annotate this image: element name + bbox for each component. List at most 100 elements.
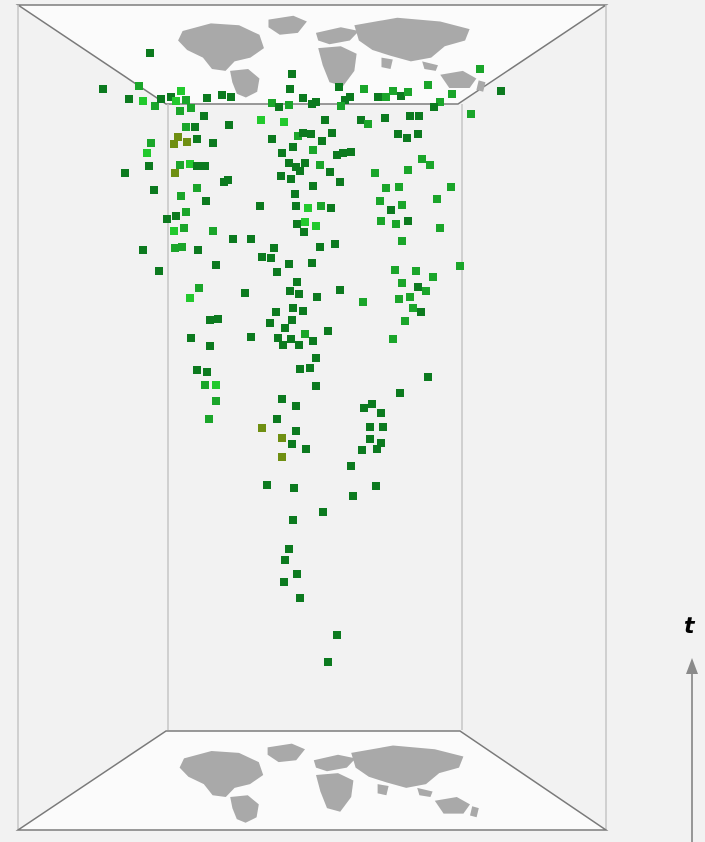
event-point: [299, 129, 307, 137]
event-point: [312, 382, 320, 390]
event-point: [209, 139, 217, 147]
event-point: [389, 87, 397, 95]
event-point: [317, 202, 325, 210]
event-point: [172, 97, 180, 105]
event-point: [424, 81, 432, 89]
event-point: [422, 287, 430, 295]
event-point: [288, 440, 296, 448]
event-point: [281, 324, 289, 332]
event-point: [447, 183, 455, 191]
event-point: [409, 304, 417, 312]
event-point: [176, 161, 184, 169]
event-point: [381, 114, 389, 122]
event-point: [147, 139, 155, 147]
event-point: [218, 91, 226, 99]
event-point: [183, 138, 191, 146]
event-point: [426, 161, 434, 169]
event-point: [371, 169, 379, 177]
event-point: [268, 99, 276, 107]
event-point: [326, 168, 334, 176]
event-point: [139, 97, 147, 105]
event-point: [430, 103, 438, 111]
time-axis-label: t: [684, 614, 695, 639]
event-point: [212, 381, 220, 389]
event-point: [288, 70, 296, 78]
event-point: [295, 341, 303, 349]
event-point: [187, 334, 195, 342]
event-point: [415, 112, 423, 120]
event-point: [312, 354, 320, 362]
event-point: [396, 389, 404, 397]
event-point: [174, 133, 182, 141]
event-point: [417, 308, 425, 316]
event-point: [287, 175, 295, 183]
event-point: [433, 195, 441, 203]
event-point: [258, 424, 266, 432]
event-point: [436, 224, 444, 232]
event-point: [268, 135, 276, 143]
event-point: [406, 112, 414, 120]
event-point: [358, 446, 366, 454]
event-point: [212, 261, 220, 269]
event-point: [289, 516, 297, 524]
event-point: [205, 415, 213, 423]
event-point: [301, 330, 309, 338]
event-point: [304, 204, 312, 212]
event-point: [296, 365, 304, 373]
event-point: [327, 204, 335, 212]
event-point: [214, 315, 222, 323]
event-point: [401, 317, 409, 325]
event-point: [429, 273, 437, 281]
up-arrow-icon: [686, 658, 698, 842]
event-point: [150, 186, 158, 194]
event-point: [336, 286, 344, 294]
event-point: [277, 172, 285, 180]
event-point: [374, 93, 382, 101]
event-point: [456, 262, 464, 270]
event-point: [307, 130, 315, 138]
event-point: [295, 290, 303, 298]
event-point: [360, 404, 368, 412]
event-point: [285, 545, 293, 553]
event-point: [406, 293, 414, 301]
event-point: [391, 266, 399, 274]
event-point: [139, 246, 147, 254]
event-point: [349, 492, 357, 500]
event-point: [287, 335, 295, 343]
event-point: [347, 462, 355, 470]
event-point: [357, 116, 365, 124]
event-point: [170, 227, 178, 235]
event-point: [321, 116, 329, 124]
event-point: [272, 308, 280, 316]
event-point: [377, 439, 385, 447]
event-point: [225, 121, 233, 129]
event-point: [256, 202, 264, 210]
event-point: [403, 134, 411, 142]
event-point: [278, 434, 286, 442]
event-point: [497, 87, 505, 95]
event-point: [404, 217, 412, 225]
event-point: [177, 192, 185, 200]
event-point: [171, 169, 179, 177]
event-point: [293, 278, 301, 286]
event-point: [191, 123, 199, 131]
event-point: [182, 208, 190, 216]
event-point: [398, 201, 406, 209]
event-point: [290, 484, 298, 492]
event-point: [270, 244, 278, 252]
event-point: [309, 146, 317, 154]
event-point: [336, 178, 344, 186]
event-point: [364, 120, 372, 128]
event-point: [341, 96, 349, 104]
event-point: [224, 176, 232, 184]
event-point: [309, 182, 317, 190]
event-point: [178, 243, 186, 251]
event-point: [300, 228, 308, 236]
event-point: [379, 423, 387, 431]
event-point: [476, 65, 484, 73]
event-point: [203, 94, 211, 102]
event-point: [436, 98, 444, 106]
event-point: [280, 578, 288, 586]
event-point: [202, 197, 210, 205]
event-point: [157, 95, 165, 103]
